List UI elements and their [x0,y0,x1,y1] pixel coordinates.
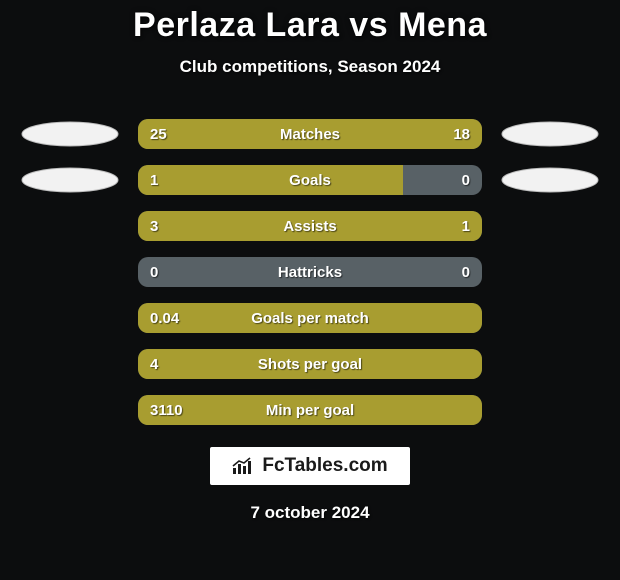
stat-bar: 0.04Goals per match [138,303,482,333]
stat-bar: 4Shots per goal [138,349,482,379]
content-root: Perlaza Lara vs Mena Club competitions, … [0,0,620,580]
watermark-text: FcTables.com [262,455,387,477]
shirt-spacer [500,212,600,240]
shirt-spacer [20,350,120,378]
stat-value-right: 18 [453,119,470,149]
stats-container: 25Matches18 1Goals0 3Assists10Hattricks0… [0,119,620,425]
shirt-spacer [20,258,120,286]
stat-label: Goals [138,165,482,195]
stat-row: 0Hattricks0 [0,257,620,287]
date-label: 7 october 2024 [250,503,369,523]
shirt-icon [500,166,600,194]
stat-row: 3110Min per goal [0,395,620,425]
shirt-spacer [500,258,600,286]
chart-icon [232,457,254,475]
stat-label: Assists [138,211,482,241]
shirt-icon [500,120,600,148]
shirt-icon [20,166,120,194]
stat-value-right: 1 [462,211,470,241]
stat-label: Shots per goal [138,349,482,379]
stat-value-right: 0 [462,257,470,287]
page-title: Perlaza Lara vs Mena [133,6,487,45]
page-subtitle: Club competitions, Season 2024 [180,57,441,77]
stat-bar: 25Matches18 [138,119,482,149]
stat-label: Matches [138,119,482,149]
stat-label: Hattricks [138,257,482,287]
shirt-icon [20,120,120,148]
shirt-spacer [20,212,120,240]
stat-row: 4Shots per goal [0,349,620,379]
stat-label: Goals per match [138,303,482,333]
stat-value-right: 0 [462,165,470,195]
shirt-spacer [500,396,600,424]
stat-bar: 0Hattricks0 [138,257,482,287]
stat-row: 0.04Goals per match [0,303,620,333]
stat-bar: 3Assists1 [138,211,482,241]
stat-bar: 3110Min per goal [138,395,482,425]
stat-bar: 1Goals0 [138,165,482,195]
stat-row: 25Matches18 [0,119,620,149]
shirt-spacer [500,304,600,332]
shirt-spacer [20,396,120,424]
shirt-spacer [500,350,600,378]
stat-row: 3Assists1 [0,211,620,241]
stat-row: 1Goals0 [0,165,620,195]
stat-label: Min per goal [138,395,482,425]
shirt-spacer [20,304,120,332]
watermark-badge: FcTables.com [210,447,409,485]
